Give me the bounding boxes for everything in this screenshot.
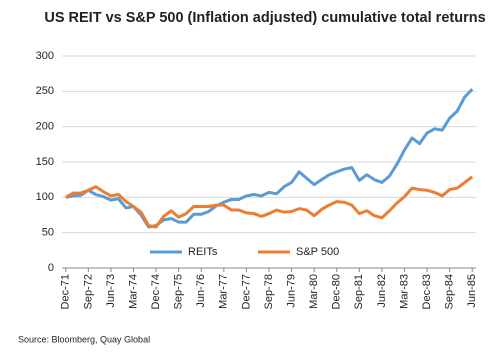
y-tick-label: 300 [36,50,54,62]
data-line [65,175,474,229]
x-tick-label: Jun-85 [466,274,478,308]
source-note: Source: Bloomberg, Quay Global [18,334,150,344]
y-tick-label: 200 [36,121,54,133]
x-tick-label: Dec-77 [240,274,252,309]
data-line [65,88,474,229]
x-tick-label: Dec-80 [331,274,343,309]
x-tick-label: Dec-83 [421,274,433,309]
chart-title: US REIT vs S&P 500 (Inflation adjusted) … [44,10,485,26]
y-tick-label: 100 [36,191,54,203]
x-tick-label: Jun-76 [195,274,207,308]
x-tick-label: Dec-74 [150,274,162,309]
x-tick-label: Mar-83 [398,274,410,309]
x-tick-label: Mar-80 [308,274,320,309]
legend-label: REITs [188,246,218,258]
y-tick-label: 150 [36,156,54,168]
x-tick-label: Mar-77 [218,274,230,309]
x-tick-label: Dec-71 [60,274,72,309]
x-tick-label: Jun-82 [376,274,388,308]
x-tick-label: Sep-72 [82,274,94,309]
x-tick-label: Sep-81 [353,274,365,309]
y-tick-label: 50 [42,227,54,239]
x-tick-label: Jun-79 [285,274,297,308]
y-tick-label: 0 [48,262,54,274]
x-tick-label: Sep-75 [173,274,185,309]
y-tick-label: 250 [36,85,54,97]
x-tick-label: Sep-84 [444,274,456,309]
legend-label: S&P 500 [296,246,339,258]
x-tick-label: Mar-74 [127,274,139,309]
x-tick-label: Sep-78 [263,274,275,309]
x-tick-label: Jun-73 [105,274,117,308]
